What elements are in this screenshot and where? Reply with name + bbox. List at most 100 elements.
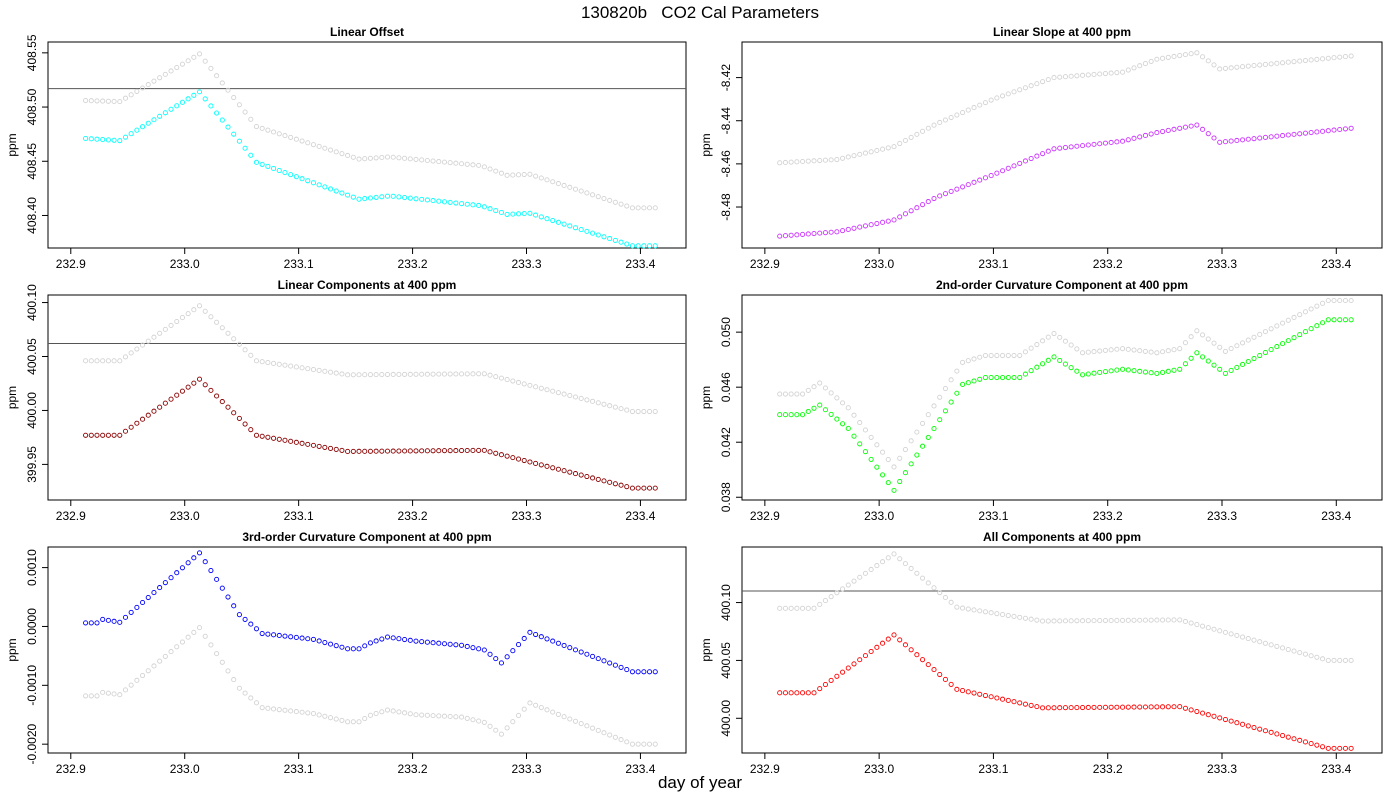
y-tick-label: 0.042 xyxy=(719,427,733,457)
x-tick-label: 233.2 xyxy=(398,257,428,271)
data-point xyxy=(971,378,977,384)
data-point xyxy=(379,636,385,642)
data-point xyxy=(128,131,134,137)
data-point xyxy=(572,186,579,192)
data-point xyxy=(208,65,214,72)
data-point xyxy=(447,160,453,166)
data-point xyxy=(236,685,242,691)
data-point xyxy=(817,686,823,692)
data-point xyxy=(316,638,322,644)
data-point xyxy=(868,566,874,573)
data-point xyxy=(1034,617,1040,623)
data-point xyxy=(527,700,533,706)
data-point xyxy=(276,167,282,174)
data-point xyxy=(782,391,788,397)
data-point xyxy=(1040,338,1046,344)
data-point xyxy=(510,211,516,217)
data-point xyxy=(1262,329,1268,335)
data-point xyxy=(105,137,111,143)
data-point xyxy=(646,741,653,747)
data-point xyxy=(624,241,630,247)
data-point xyxy=(88,693,94,699)
data-point xyxy=(1131,617,1137,623)
data-point xyxy=(1125,617,1131,623)
data-point xyxy=(1074,143,1080,149)
data-point xyxy=(805,690,811,696)
data-point xyxy=(219,399,225,405)
data-point xyxy=(902,561,908,567)
data-point xyxy=(1154,370,1160,376)
data-point xyxy=(937,394,943,400)
data-point xyxy=(822,157,828,163)
data-point xyxy=(476,202,482,209)
data-point xyxy=(379,154,385,161)
data-point xyxy=(845,425,851,432)
data-point xyxy=(430,713,436,719)
data-point xyxy=(567,716,573,722)
data-point xyxy=(902,470,908,476)
data-point xyxy=(1325,745,1331,751)
data-point xyxy=(373,194,379,200)
data-point xyxy=(960,110,966,116)
data-point xyxy=(464,643,470,650)
data-point xyxy=(145,594,151,601)
data-point xyxy=(122,95,129,101)
data-point xyxy=(607,660,613,666)
data-point xyxy=(862,150,868,156)
data-point xyxy=(117,432,123,438)
data-point xyxy=(1342,297,1348,304)
data-point xyxy=(1337,317,1343,323)
data-point xyxy=(350,448,356,454)
data-point xyxy=(151,590,157,596)
data-point xyxy=(960,184,966,190)
data-point xyxy=(817,380,823,386)
x-tick-label: 233.0 xyxy=(170,257,200,271)
data-point xyxy=(1325,128,1331,134)
data-point xyxy=(1331,745,1337,751)
data-point xyxy=(897,478,903,485)
data-point xyxy=(413,371,419,377)
data-point xyxy=(367,640,373,646)
data-point xyxy=(1000,352,1006,359)
data-point xyxy=(493,168,499,174)
data-point xyxy=(191,92,197,98)
data-point xyxy=(1165,127,1171,133)
data-point xyxy=(572,718,579,724)
series-2 xyxy=(777,122,1354,239)
data-point xyxy=(1120,346,1126,352)
data-point xyxy=(1274,133,1280,139)
data-point xyxy=(527,382,533,388)
data-point xyxy=(1091,618,1097,624)
data-point xyxy=(891,551,897,557)
data-point xyxy=(498,660,504,666)
data-point xyxy=(498,209,504,216)
data-point xyxy=(897,141,903,147)
data-point xyxy=(276,707,282,713)
data-point xyxy=(441,448,448,454)
data-point xyxy=(971,690,977,696)
data-point xyxy=(470,447,476,454)
data-point xyxy=(447,199,453,205)
data-point xyxy=(1051,354,1057,360)
data-point xyxy=(925,580,931,586)
data-point xyxy=(1017,87,1023,93)
data-point xyxy=(498,731,504,737)
data-point xyxy=(396,448,402,454)
data-point xyxy=(436,713,442,719)
data-point xyxy=(635,408,641,415)
data-point xyxy=(1034,341,1040,348)
data-point xyxy=(214,110,220,116)
data-point xyxy=(840,421,846,427)
data-point xyxy=(504,453,510,459)
data-point xyxy=(373,638,379,644)
data-point xyxy=(971,607,977,613)
data-point xyxy=(459,201,465,207)
data-point xyxy=(242,690,248,696)
x-tick-label: 233.3 xyxy=(1207,762,1237,776)
data-point xyxy=(413,156,419,162)
data-point xyxy=(259,433,265,439)
data-point xyxy=(942,594,948,601)
data-point xyxy=(1342,657,1348,663)
data-point xyxy=(453,642,459,648)
data-point xyxy=(345,192,351,198)
